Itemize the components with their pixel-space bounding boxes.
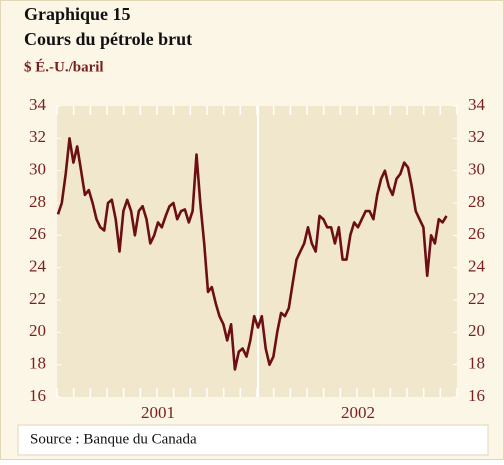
y2-tick-label: 16 <box>468 386 485 405</box>
source-box <box>17 424 489 456</box>
y-tick-label: 22 <box>29 289 46 308</box>
y-tick-label: 28 <box>29 192 46 211</box>
y2-tick-label: 32 <box>468 127 485 146</box>
y-tick-label: 32 <box>29 127 46 146</box>
y-tick-label: 24 <box>29 257 47 276</box>
y2-tick-label: 26 <box>468 224 485 243</box>
x-tick-label: 2002 <box>341 403 375 422</box>
source: Source : Banque du Canada <box>30 431 197 447</box>
y2-tick-label: 18 <box>468 354 485 373</box>
y2-tick-label: 20 <box>468 321 485 340</box>
y-tick-label: 18 <box>29 354 46 373</box>
y-tick-label: 20 <box>29 321 46 340</box>
x-tick-label: 2001 <box>141 403 175 422</box>
chart-subtitle: Cours du pétrole brut <box>24 29 192 49</box>
y-tick-label: 26 <box>29 224 46 243</box>
y2-tick-label: 24 <box>468 257 486 276</box>
y-axis-label: $ É.-U./baril <box>24 58 104 75</box>
y-tick-label: 30 <box>29 160 46 179</box>
y2-tick-label: 34 <box>468 95 486 114</box>
y-tick-label: 16 <box>29 386 46 405</box>
y2-tick-label: 30 <box>468 160 485 179</box>
y-tick-label: 34 <box>29 95 47 114</box>
y2-tick-label: 22 <box>468 289 485 308</box>
line <box>56 137 448 371</box>
chart-title: Graphique 15 <box>24 4 131 24</box>
y2-tick-label: 28 <box>468 192 485 211</box>
